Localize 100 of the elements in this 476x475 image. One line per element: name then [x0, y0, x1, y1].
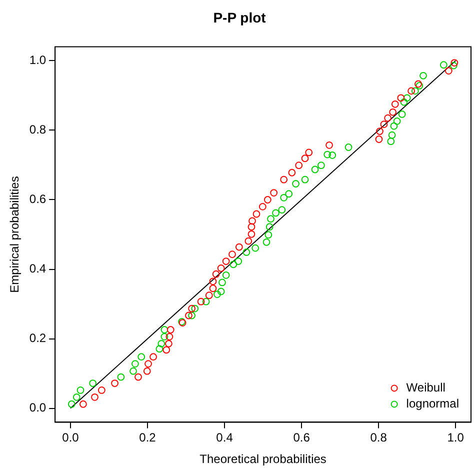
point [411, 87, 419, 95]
point [218, 278, 226, 286]
point [387, 138, 395, 146]
point [89, 380, 97, 387]
point [375, 136, 383, 143]
point [285, 190, 293, 198]
point [248, 223, 256, 231]
point [130, 367, 137, 375]
point [188, 304, 196, 312]
point [301, 176, 309, 184]
point [295, 162, 303, 170]
point [156, 345, 164, 353]
point [235, 243, 243, 251]
point [311, 166, 319, 174]
chart-title: P-P plot [213, 9, 266, 26]
point [278, 206, 286, 214]
y-tick-label: 0.4 [29, 262, 46, 276]
point [380, 120, 388, 128]
x-tick-label: 0.8 [370, 430, 388, 445]
point [450, 59, 458, 66]
point [288, 168, 296, 176]
point [420, 72, 427, 80]
point [143, 367, 151, 375]
point [214, 290, 221, 298]
point [390, 122, 398, 130]
point [222, 271, 230, 279]
point [205, 292, 213, 300]
point [209, 284, 217, 292]
point [258, 202, 266, 210]
point [160, 326, 168, 334]
point [266, 223, 274, 231]
point [166, 332, 174, 340]
point [280, 194, 288, 202]
point [150, 353, 157, 361]
point [248, 217, 256, 225]
point [384, 114, 392, 122]
point [328, 152, 336, 159]
point [444, 67, 452, 74]
point [398, 110, 406, 118]
x-tick-label: 0.0 [62, 430, 80, 445]
point [91, 393, 98, 401]
legend-label: lognormal [406, 396, 460, 411]
y-tick-label: 0.0 [29, 400, 46, 415]
point [264, 231, 272, 239]
point [131, 360, 139, 368]
x-tick-label: 0.2 [139, 430, 156, 445]
point [222, 258, 230, 265]
point [272, 209, 280, 217]
y-tick-label: 1.0 [29, 53, 46, 68]
point [117, 373, 125, 381]
point [191, 304, 199, 312]
point [292, 180, 300, 188]
point [252, 210, 260, 218]
point [230, 260, 238, 268]
point [440, 61, 448, 69]
point [158, 340, 166, 348]
x-tick-label: 1.0 [447, 430, 464, 445]
point [79, 400, 87, 408]
point [376, 128, 384, 135]
x-tick-label: 0.4 [216, 430, 234, 445]
point [162, 346, 170, 354]
point [262, 238, 270, 246]
point [217, 264, 225, 272]
x-axis-title: Theoretical probabilities [200, 452, 326, 466]
point [280, 176, 288, 184]
point [264, 196, 272, 204]
point [408, 87, 416, 95]
point [134, 373, 142, 381]
point [324, 150, 332, 158]
point [393, 117, 401, 125]
point [326, 141, 333, 149]
point [403, 94, 411, 102]
y-tick-label: 0.8 [29, 122, 46, 137]
y-tick-label: 0.6 [29, 192, 46, 206]
y-axis-title: Empirical probabilities [8, 176, 22, 293]
point [267, 215, 274, 223]
point [305, 148, 313, 156]
point [391, 100, 399, 108]
y-tick-label: 0.2 [29, 331, 46, 346]
point [344, 144, 352, 151]
point [317, 162, 325, 170]
point [111, 380, 118, 387]
point [185, 312, 192, 320]
point [72, 393, 80, 401]
point [270, 189, 278, 196]
point [228, 250, 236, 258]
point [212, 270, 220, 278]
point [98, 386, 106, 394]
legend-label: Weibull [406, 380, 446, 395]
point [197, 298, 205, 306]
point [76, 386, 84, 394]
point [389, 108, 397, 116]
point [144, 360, 152, 368]
point [400, 98, 408, 106]
point [301, 154, 309, 162]
point [166, 326, 174, 334]
point [188, 312, 196, 320]
point [242, 248, 250, 256]
x-tick-label: 0.6 [293, 430, 310, 445]
point [244, 237, 252, 245]
